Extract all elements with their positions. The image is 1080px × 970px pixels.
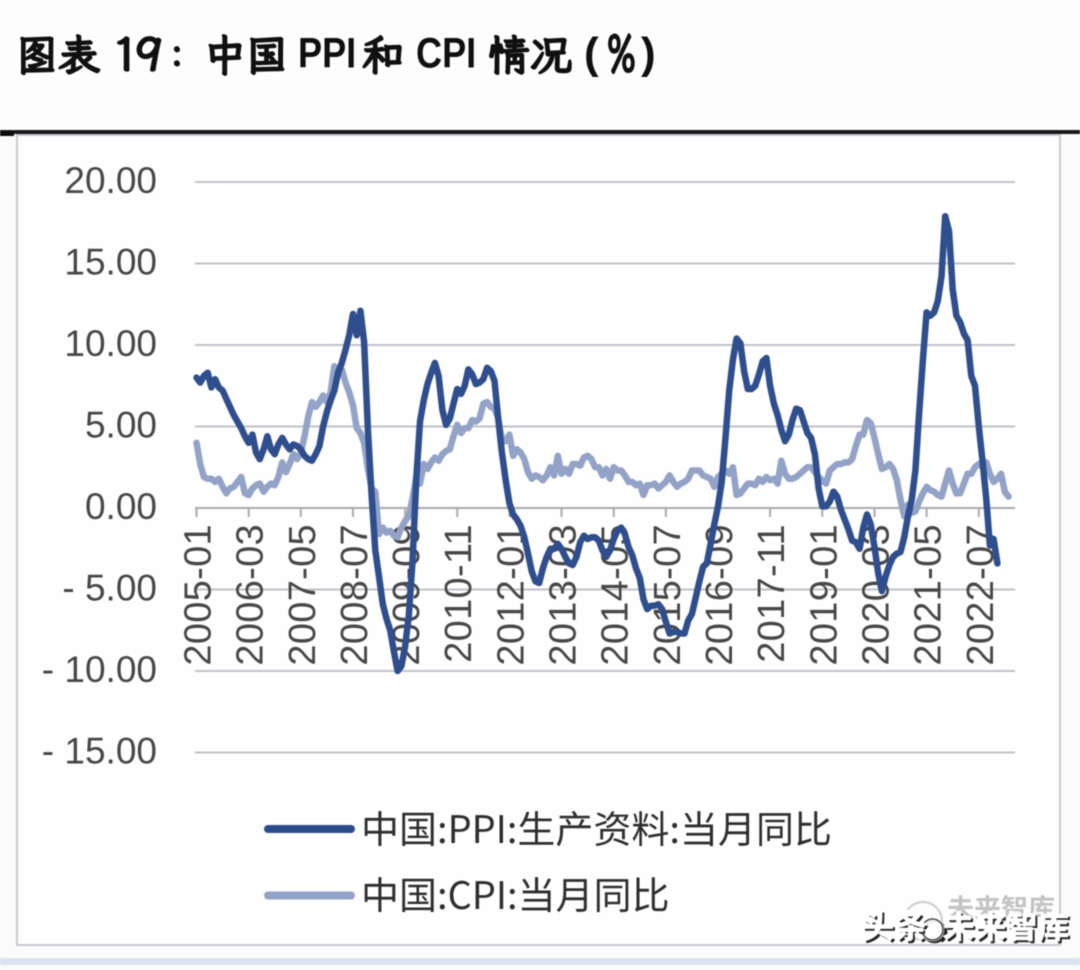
svg-text:2006-03: 2006-03 [230, 524, 272, 666]
svg-text:- 5.00: - 5.00 [62, 568, 157, 609]
svg-text:5.00: 5.00 [85, 405, 157, 446]
svg-text:- 10.00: - 10.00 [42, 649, 157, 690]
svg-text:20.00: 20.00 [64, 160, 157, 201]
svg-text:CPI: CPI [416, 30, 476, 78]
svg-text:15.00: 15.00 [64, 242, 157, 283]
svg-text:(: ( [584, 29, 599, 78]
svg-text:- 15.00: - 15.00 [42, 731, 157, 772]
svg-text:2021-05: 2021-05 [908, 524, 950, 666]
svg-text:2019-01: 2019-01 [803, 524, 845, 666]
svg-text:2015-07: 2015-07 [647, 524, 689, 666]
svg-text:2010-11: 2010-11 [438, 524, 480, 663]
svg-text:0.00: 0.00 [85, 486, 157, 527]
svg-text:2005-01: 2005-01 [178, 524, 220, 666]
svg-text:2017-11: 2017-11 [751, 524, 793, 663]
svg-text:PPI: PPI [298, 30, 356, 78]
svg-text:2016-09: 2016-09 [699, 524, 741, 666]
svg-text:2008-07: 2008-07 [334, 524, 376, 666]
svg-text:10.00: 10.00 [64, 323, 157, 364]
svg-text:2007-05: 2007-05 [282, 524, 324, 666]
svg-text:): ) [641, 29, 656, 78]
